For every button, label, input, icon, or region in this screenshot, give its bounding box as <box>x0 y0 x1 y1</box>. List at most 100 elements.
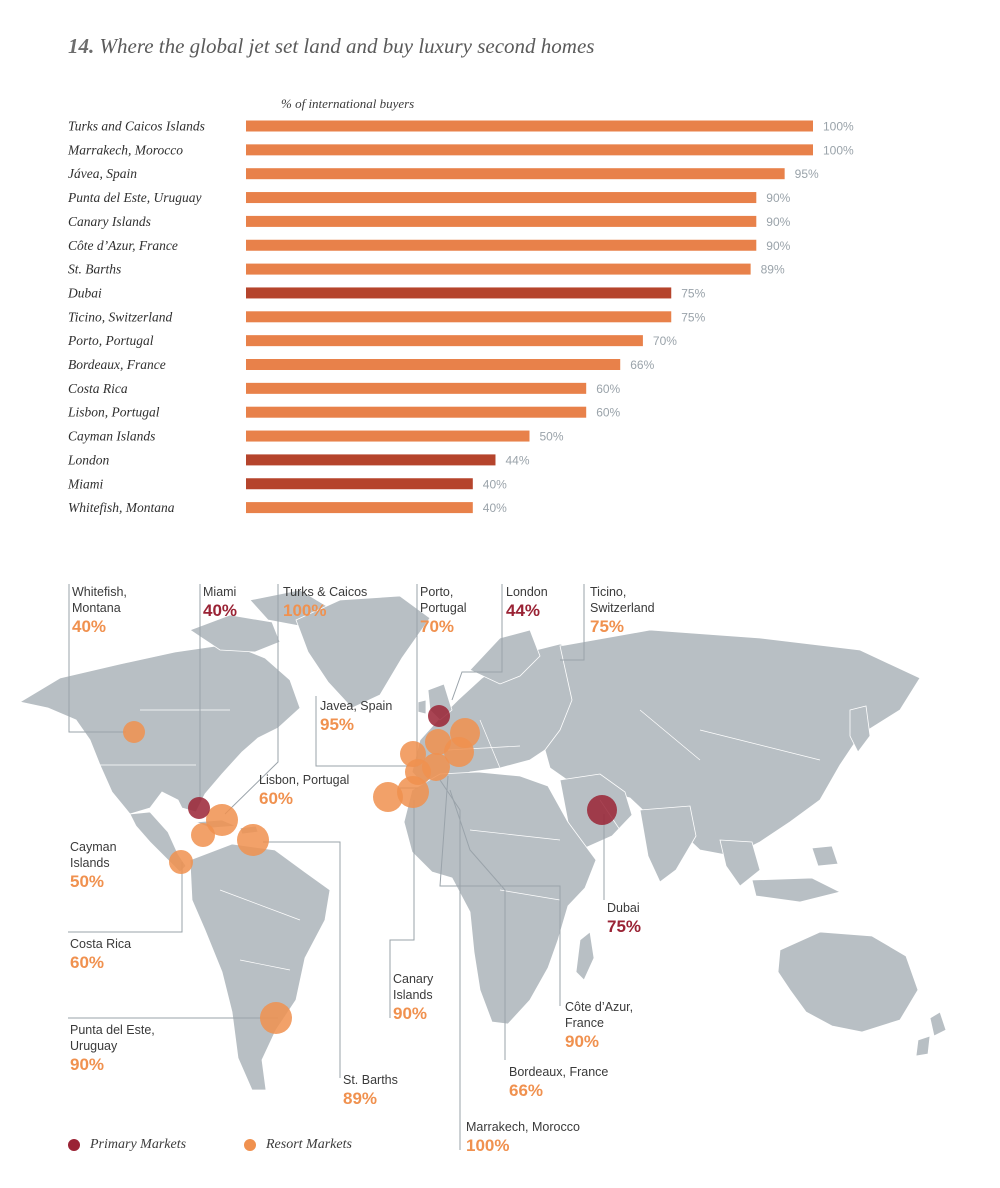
country-border <box>699 729 821 761</box>
bar <box>246 144 813 156</box>
primary-market-marker <box>188 797 210 819</box>
bar <box>246 263 751 275</box>
category-label: St. Barths <box>68 262 121 277</box>
value-label: 70% <box>653 334 677 348</box>
category-label: Punta del Este, Uruguay <box>67 190 201 205</box>
primary-market-marker <box>587 795 617 825</box>
bar <box>246 406 587 418</box>
callout-label: Canary Islands <box>393 972 434 1002</box>
value-label: 60% <box>596 406 620 420</box>
bar <box>246 430 530 442</box>
landmass <box>777 931 919 1033</box>
chart-title-text: Where the global jet set land and buy lu… <box>99 34 595 58</box>
value-label: 40% <box>483 501 507 515</box>
value-label: 90% <box>766 239 790 253</box>
bar <box>246 287 672 299</box>
country-border <box>219 889 301 921</box>
callout-label: Porto, Portugal <box>420 585 467 615</box>
bar-chart: Turks and Caicos Islands 100% Marrakech, M… <box>67 119 854 516</box>
leader-line <box>389 800 415 1018</box>
landmass <box>544 629 921 857</box>
value-label: 44% <box>505 453 529 467</box>
category-label: Miami <box>67 476 103 491</box>
callout-value: 50% <box>70 872 105 891</box>
callout-value: 75% <box>590 617 625 636</box>
resort-market-marker <box>450 718 480 748</box>
bar <box>246 120 813 132</box>
value-label: 95% <box>795 167 819 181</box>
landmass <box>811 845 839 867</box>
landmass <box>189 843 331 1091</box>
legend-primary-label: Primary Markets <box>90 1137 187 1152</box>
callout-label: Punta del Este, Uruguay <box>70 1023 155 1053</box>
country-border <box>469 829 561 841</box>
callout-label: Bordeaux, France <box>509 1065 609 1079</box>
value-label: 75% <box>681 310 705 324</box>
leader-line <box>68 862 183 933</box>
landmass <box>403 771 597 1025</box>
value-label: 40% <box>483 477 507 491</box>
value-label: 90% <box>766 191 790 205</box>
resort-market-marker <box>169 850 193 874</box>
landmass <box>417 699 427 715</box>
callout-value: 40% <box>72 617 107 636</box>
legend-resort-label: Resort Markets <box>266 1137 352 1152</box>
callout-label: Dubai <box>607 901 640 915</box>
category-label: London <box>67 452 110 467</box>
leader-line <box>224 584 279 815</box>
callout-label: Cayman Islands <box>70 840 117 870</box>
category-label: Whitefish, Montana <box>68 500 175 515</box>
callout-value: 66% <box>509 1081 544 1100</box>
country-border <box>479 719 501 769</box>
leader-line <box>451 584 503 701</box>
bar <box>246 335 643 347</box>
landmass <box>929 1011 947 1037</box>
callout-value: 89% <box>343 1089 378 1108</box>
value-label: 90% <box>766 215 790 229</box>
category-label: Turks and Caicos Islands <box>68 119 205 134</box>
callout-value: 44% <box>506 601 541 620</box>
bar <box>246 454 496 466</box>
callout-value: 90% <box>565 1032 600 1051</box>
bar <box>246 192 757 204</box>
callout-label: Côte d’Azur, France <box>565 1000 634 1030</box>
legend-resort-marker <box>244 1139 256 1151</box>
callout-label: Lisbon, Portugal <box>259 773 350 787</box>
leader-line <box>560 584 585 661</box>
resort-market-marker <box>260 1002 292 1034</box>
category-label: Dubai <box>67 285 102 300</box>
landmass <box>575 931 595 981</box>
callout-value: 100% <box>283 601 327 620</box>
landmass <box>719 839 761 887</box>
resort-market-marker <box>123 721 145 743</box>
chart-number: 14. <box>68 34 95 58</box>
callout-label: Miami <box>203 585 237 599</box>
country-border <box>499 889 561 901</box>
callout-value: 90% <box>70 1055 105 1074</box>
bar <box>246 311 672 323</box>
landmass <box>639 805 697 883</box>
leader-line <box>439 775 561 1006</box>
country-border <box>239 959 291 971</box>
callout-label: London <box>506 585 548 599</box>
leader-line <box>315 696 418 767</box>
legend-primary-marker <box>68 1139 80 1151</box>
callout-value: 100% <box>466 1136 510 1155</box>
callout-label: Whitefish, Montana <box>72 585 127 615</box>
landmass <box>295 595 431 709</box>
landmass <box>849 705 871 753</box>
resort-market-marker <box>373 782 403 812</box>
value-label: 50% <box>540 430 564 444</box>
primary-market-marker <box>428 705 450 727</box>
category-label: Porto, Portugal <box>67 333 154 348</box>
value-label: 100% <box>823 143 854 157</box>
chart-subtitle: % of international buyers <box>281 96 415 111</box>
callout-label: Costa Rica <box>70 937 132 951</box>
callout-value: 75% <box>607 917 642 936</box>
landmass <box>915 1035 931 1057</box>
world-map <box>18 584 947 1150</box>
callout-label: Ticino, Switzerland <box>590 585 655 615</box>
bar <box>246 502 473 514</box>
callout-value: 40% <box>203 601 238 620</box>
callout-value: 60% <box>259 789 294 808</box>
